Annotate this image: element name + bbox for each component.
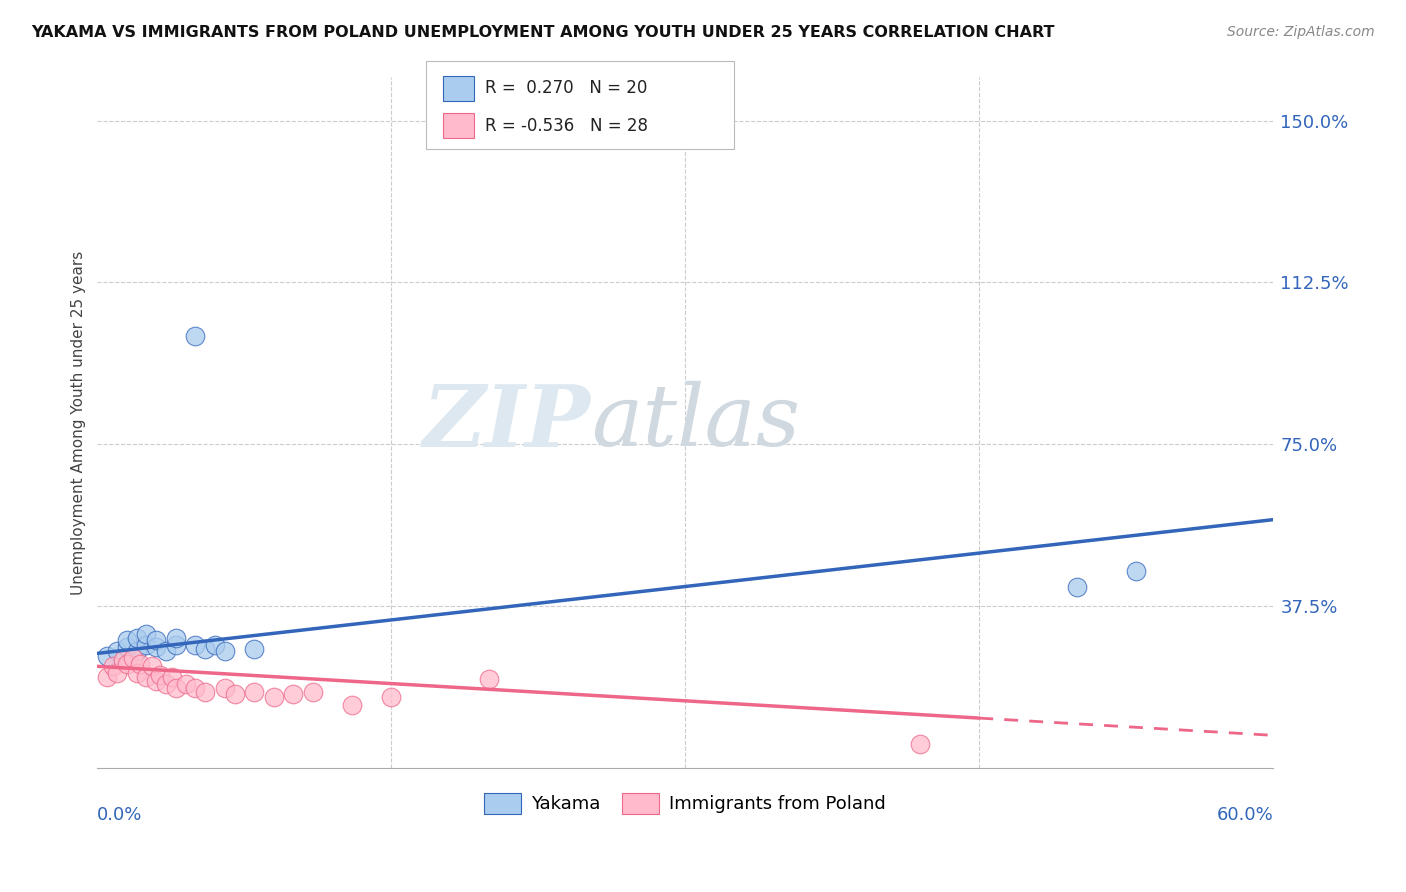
Point bbox=[910, 737, 932, 751]
Point bbox=[1066, 580, 1088, 594]
Text: Source: ZipAtlas.com: Source: ZipAtlas.com bbox=[1227, 25, 1375, 39]
Point bbox=[194, 685, 217, 699]
Text: R = -0.536   N = 28: R = -0.536 N = 28 bbox=[485, 117, 648, 135]
Point bbox=[135, 670, 157, 684]
Point bbox=[101, 659, 124, 673]
Point bbox=[135, 627, 157, 641]
Point bbox=[243, 685, 266, 699]
Point bbox=[135, 638, 157, 652]
Point bbox=[263, 690, 285, 704]
Point bbox=[214, 681, 236, 695]
Point bbox=[105, 644, 128, 658]
Point bbox=[115, 640, 138, 654]
Point bbox=[302, 685, 325, 699]
Y-axis label: Unemployment Among Youth under 25 years: Unemployment Among Youth under 25 years bbox=[72, 251, 86, 595]
Point bbox=[155, 676, 177, 690]
Point bbox=[1125, 565, 1147, 579]
Point bbox=[141, 659, 163, 673]
Point bbox=[204, 638, 226, 652]
Point bbox=[340, 698, 363, 713]
Point bbox=[478, 673, 501, 687]
Point bbox=[149, 668, 172, 682]
Point bbox=[111, 653, 134, 667]
Point bbox=[145, 640, 167, 654]
Point bbox=[96, 670, 118, 684]
Point bbox=[214, 644, 236, 658]
Point bbox=[115, 633, 138, 648]
Point bbox=[184, 329, 207, 343]
Point bbox=[380, 690, 402, 704]
Text: R =  0.270   N = 20: R = 0.270 N = 20 bbox=[485, 79, 647, 97]
Point bbox=[184, 681, 207, 695]
Point bbox=[194, 642, 217, 657]
Point bbox=[174, 676, 197, 690]
Text: 0.0%: 0.0% bbox=[97, 805, 143, 823]
Point bbox=[125, 644, 148, 658]
Point bbox=[145, 633, 167, 648]
Point bbox=[155, 644, 177, 658]
Point bbox=[165, 632, 187, 646]
Point bbox=[96, 648, 118, 663]
Point bbox=[283, 687, 305, 701]
Text: 60.0%: 60.0% bbox=[1216, 805, 1274, 823]
Legend: Yakama, Immigrants from Poland: Yakama, Immigrants from Poland bbox=[477, 786, 893, 821]
Point bbox=[129, 657, 152, 672]
Point bbox=[224, 687, 246, 701]
Point bbox=[165, 638, 187, 652]
Point bbox=[165, 681, 187, 695]
Point bbox=[145, 674, 167, 689]
Text: YAKAMA VS IMMIGRANTS FROM POLAND UNEMPLOYMENT AMONG YOUTH UNDER 25 YEARS CORRELA: YAKAMA VS IMMIGRANTS FROM POLAND UNEMPLO… bbox=[31, 25, 1054, 40]
Point bbox=[160, 670, 183, 684]
Point bbox=[105, 665, 128, 680]
Point bbox=[125, 665, 148, 680]
Point bbox=[184, 638, 207, 652]
Point bbox=[243, 642, 266, 657]
Point bbox=[125, 632, 148, 646]
Point bbox=[121, 650, 143, 665]
Text: ZIP: ZIP bbox=[423, 381, 592, 465]
Point bbox=[115, 657, 138, 672]
Text: atlas: atlas bbox=[592, 381, 800, 464]
